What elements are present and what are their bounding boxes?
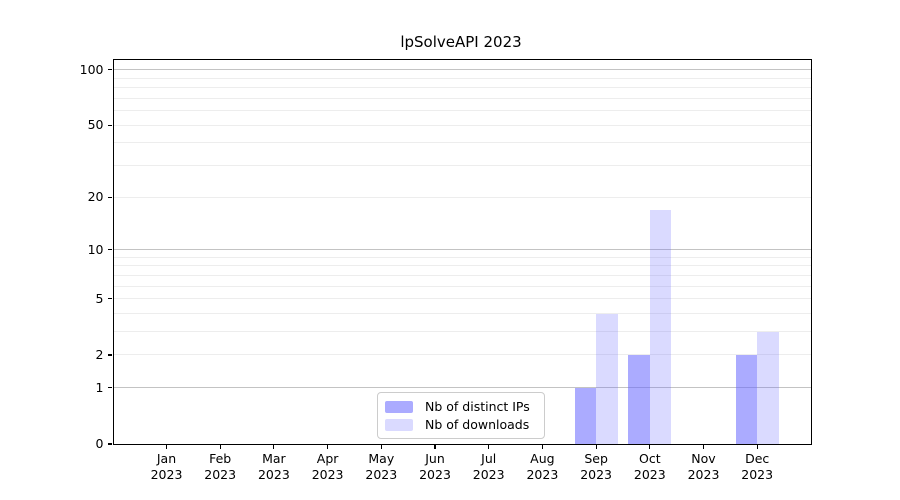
y-tick-label: 0 [95, 436, 104, 451]
x-tick-label: Sep 2023 [580, 451, 612, 482]
x-tick-label: Mar 2023 [257, 451, 290, 482]
gridline-minor [113, 354, 811, 356]
x-tick-label: Nov 2023 [687, 451, 720, 482]
x-axis-tick [380, 445, 382, 449]
x-tick-label: May 2023 [365, 451, 398, 482]
legend-label-downloads: Nb of downloads [425, 417, 530, 432]
legend-item-distinct-ips: Nb of distinct IPs [385, 399, 536, 414]
y-axis-tick [108, 387, 112, 389]
gridline-minor [113, 77, 811, 79]
legend: Nb of distinct IPs Nb of downloads [377, 392, 545, 439]
x-axis-tick [702, 445, 705, 449]
gridline-minor [113, 97, 811, 99]
gridline-minor [113, 274, 811, 276]
bar-distinct-ips [628, 354, 650, 444]
x-tick-label: Apr 2023 [311, 451, 344, 482]
gridline-major [113, 249, 811, 251]
y-axis-tick [108, 196, 112, 198]
y-tick-label: 10 [87, 241, 104, 257]
gridline-minor [113, 313, 811, 314]
gridline-minor [113, 87, 811, 89]
x-tick-label: Dec 2023 [741, 451, 774, 482]
x-axis-tick [595, 445, 597, 449]
y-axis-tick [108, 443, 112, 445]
gridline-minor [113, 256, 811, 258]
x-axis-tick [541, 445, 543, 449]
y-tick-label: 50 [87, 117, 104, 133]
x-tick-label: Aug 2023 [526, 451, 559, 482]
gridline-minor [113, 331, 811, 333]
x-axis-tick [327, 445, 329, 449]
bar-downloads [757, 331, 779, 444]
legend-item-downloads: Nb of downloads [385, 417, 536, 432]
legend-label-distinct-ips: Nb of distinct IPs [425, 399, 530, 414]
y-tick-label: 5 [95, 290, 104, 306]
gridline-minor [113, 196, 811, 198]
gridline-minor [113, 110, 811, 112]
chart-title: lpSolveAPI 2023 [400, 33, 522, 51]
x-axis-tick [434, 445, 436, 449]
bar-downloads [649, 209, 672, 444]
y-tick-label: 2 [95, 346, 104, 362]
bar-downloads [596, 313, 618, 444]
y-tick-label: 1 [95, 379, 104, 395]
gridline-minor [113, 142, 811, 144]
legend-swatch-downloads-icon [385, 418, 413, 431]
gridline-minor [113, 165, 811, 167]
y-tick-label: 20 [87, 189, 104, 205]
x-axis-tick [649, 445, 651, 449]
y-axis-tick [108, 354, 112, 356]
x-tick-label: Feb 2023 [204, 451, 237, 482]
x-axis-tick [756, 445, 758, 449]
x-axis-tick [165, 445, 168, 449]
x-tick-label: Jan 2023 [150, 451, 183, 482]
y-tick-label: 100 [79, 61, 104, 77]
legend-swatch-distinct-ips-icon [385, 400, 413, 413]
y-axis-tick [108, 69, 112, 71]
x-axis-tick [219, 445, 221, 449]
gridline-minor [113, 124, 811, 126]
x-axis-tick [488, 445, 490, 449]
gridline-minor [113, 285, 811, 287]
gridline-minor [113, 298, 811, 300]
y-axis-tick [108, 124, 112, 126]
gridline-major [113, 387, 811, 389]
x-tick-label: Oct 2023 [633, 451, 666, 482]
gridline-major [113, 69, 811, 71]
bar-distinct-ips [735, 354, 758, 444]
x-axis-tick [273, 445, 275, 449]
plot-area [112, 59, 812, 445]
y-axis-tick [108, 248, 112, 251]
x-tick-label: Jul 2023 [472, 451, 505, 482]
gridline-minor [113, 265, 811, 267]
bar-distinct-ips [574, 387, 597, 444]
y-axis-tick [108, 298, 112, 300]
x-tick-label: Jun 2023 [419, 451, 451, 482]
